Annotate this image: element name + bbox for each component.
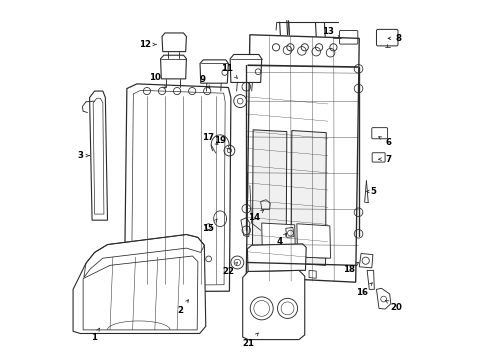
Text: 1: 1 bbox=[91, 328, 99, 342]
Text: 6: 6 bbox=[378, 137, 390, 147]
Text: 21: 21 bbox=[242, 333, 258, 347]
Polygon shape bbox=[73, 234, 205, 333]
Text: 8: 8 bbox=[387, 34, 400, 43]
Polygon shape bbox=[200, 60, 228, 83]
Text: 13: 13 bbox=[322, 27, 339, 38]
Text: 18: 18 bbox=[342, 262, 358, 274]
Polygon shape bbox=[252, 130, 286, 264]
Text: 15: 15 bbox=[202, 219, 217, 233]
Polygon shape bbox=[89, 91, 107, 220]
Polygon shape bbox=[242, 270, 304, 339]
Polygon shape bbox=[366, 270, 373, 289]
Text: 20: 20 bbox=[385, 300, 402, 312]
Text: 4: 4 bbox=[276, 233, 285, 246]
Polygon shape bbox=[247, 244, 305, 271]
Text: 14: 14 bbox=[248, 210, 263, 222]
Polygon shape bbox=[261, 223, 295, 257]
Text: 22: 22 bbox=[222, 262, 237, 276]
Text: 12: 12 bbox=[138, 40, 156, 49]
Polygon shape bbox=[376, 288, 390, 309]
Polygon shape bbox=[359, 253, 372, 268]
Text: 3: 3 bbox=[78, 151, 89, 160]
Text: 11: 11 bbox=[221, 64, 237, 78]
Polygon shape bbox=[162, 33, 186, 51]
Polygon shape bbox=[160, 55, 186, 79]
Polygon shape bbox=[124, 84, 230, 292]
Text: 10: 10 bbox=[149, 73, 165, 88]
Text: 19: 19 bbox=[213, 136, 230, 149]
Polygon shape bbox=[290, 131, 325, 265]
Text: 17: 17 bbox=[202, 133, 218, 144]
Text: 9: 9 bbox=[199, 75, 209, 88]
Text: 7: 7 bbox=[378, 155, 390, 164]
Polygon shape bbox=[230, 54, 261, 82]
Text: 5: 5 bbox=[366, 187, 376, 196]
Text: 16: 16 bbox=[355, 283, 371, 297]
Polygon shape bbox=[296, 224, 330, 258]
Text: 2: 2 bbox=[177, 300, 188, 315]
Polygon shape bbox=[246, 35, 359, 282]
